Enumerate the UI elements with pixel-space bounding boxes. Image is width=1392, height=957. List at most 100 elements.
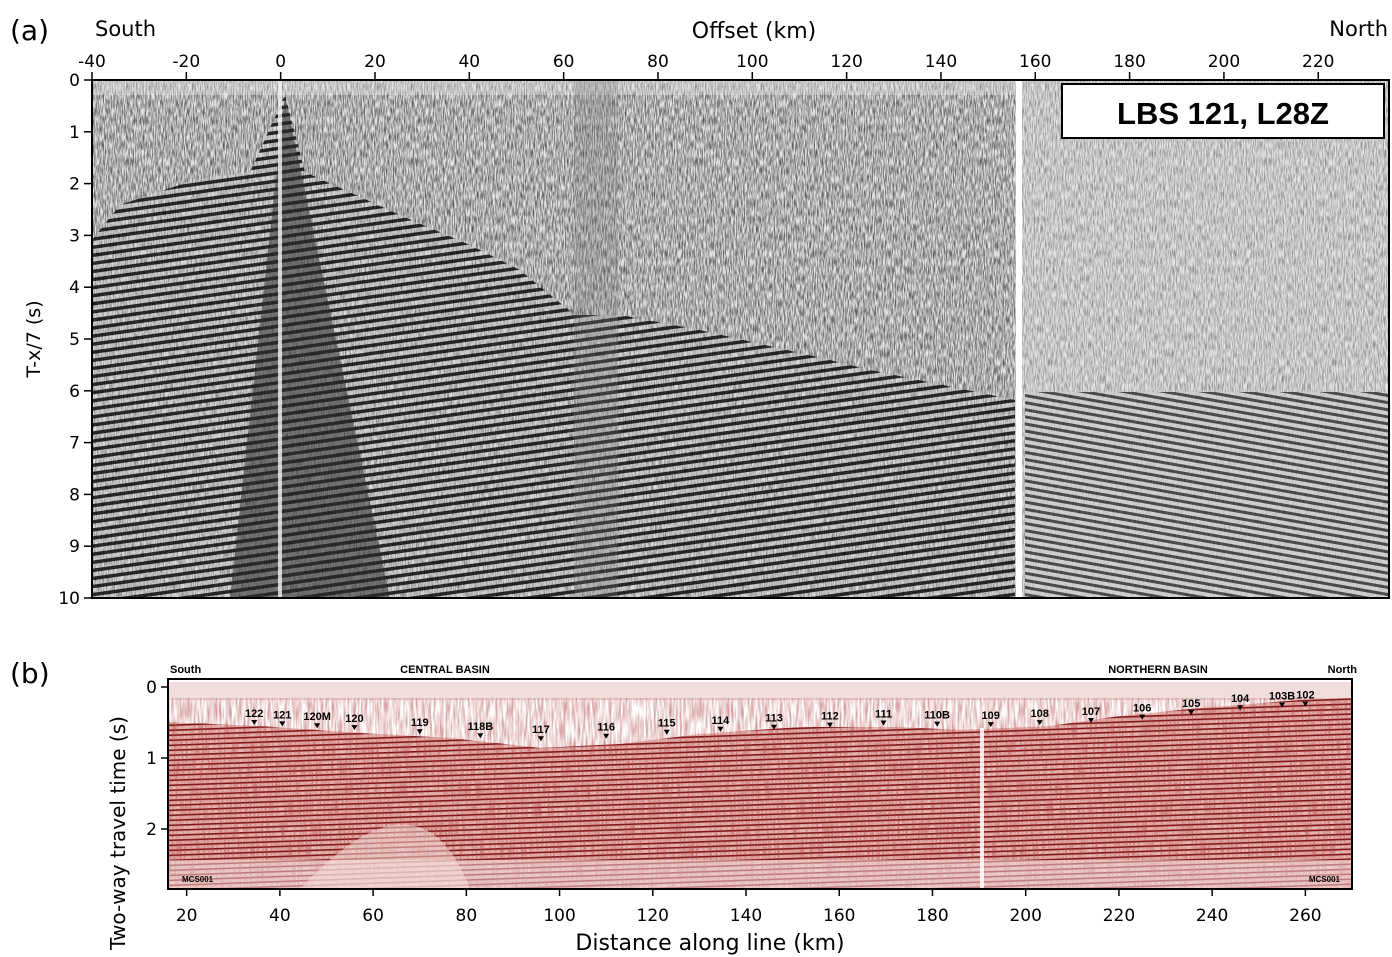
panel-a-y-ticks: 0 1 2 3 4 5 6 7 8 9 10 [58, 71, 92, 609]
panel-a-y-tick-label: 10 [58, 589, 80, 609]
obs-station-marker [537, 736, 544, 742]
obs-station-label: 120M [303, 711, 331, 723]
station-title: LBS 121, L28Z [1117, 96, 1329, 131]
panel-a-x-tick-label: 80 [647, 52, 669, 72]
obs-station-label: 120 [345, 713, 363, 725]
panel-a-x-title: Offset (km) [692, 19, 816, 44]
obs-station-label: 121 [273, 709, 291, 721]
panel-a-y-tick-label: 5 [69, 330, 80, 350]
panel-b-y-title: Two-way travel time (s) [106, 716, 130, 951]
seismic-record-section [92, 80, 1389, 598]
panel-b-y-tick-label: 0 [146, 678, 157, 698]
panel-a-y-tick-label: 1 [69, 123, 80, 143]
obs-station-marker [987, 722, 994, 728]
panel-a-x-tick-label: 60 [553, 52, 575, 72]
obs-station-label: 109 [982, 710, 1000, 722]
obs-station-marker [251, 719, 258, 725]
panel-a-y-tick-label: 0 [69, 71, 80, 91]
panel-a-x-tick-label: -20 [172, 52, 200, 72]
panel-a-y-tick-label: 8 [69, 485, 80, 505]
panel-a-x-tick-label: 220 [1302, 52, 1334, 72]
panel-b-x-tick-label: 140 [730, 906, 762, 926]
obs-station-marker [770, 724, 777, 730]
panel-a-x-tick-label: 0 [275, 52, 286, 72]
obs-station-label: 114 [712, 715, 731, 727]
panel-a-y-tick-label: 4 [69, 278, 80, 298]
obs-station-label: 110B [924, 710, 950, 722]
obs-station-label: 119 [411, 717, 429, 729]
panel-a-y-title: T-x/7 (s) [23, 300, 45, 378]
obs-station-marker [663, 729, 670, 735]
station-title-box [1061, 83, 1385, 139]
panel-b-frame [167, 678, 1353, 890]
obs-station-marker [1279, 702, 1286, 708]
seismic-reflection-profile [168, 679, 1352, 889]
panel-a-x-tick-label: -40 [78, 52, 106, 72]
panel-a-x-tick-label: 160 [1019, 52, 1051, 72]
obs-station-marker [1087, 718, 1094, 724]
line-id-left: MCS001 [182, 875, 214, 884]
obs-station-marker [477, 733, 484, 739]
panel-b-x-tick-label: 160 [823, 906, 855, 926]
obs-station-label: 116 [597, 722, 615, 734]
obs-station-label: 104 [1231, 693, 1250, 705]
obs-station-marker [826, 722, 833, 728]
panel-b-x-ticks: 20 40 60 80 100 120 140 160 180 200 220 240 260 [176, 889, 1322, 926]
obs-station-label: 107 [1082, 706, 1100, 718]
obs-station-marker [603, 733, 610, 739]
obs-station-marker [717, 726, 724, 732]
panel-b-x-title: Distance along line (km) [575, 931, 844, 956]
panel-b-y-tick-label: 2 [146, 820, 157, 840]
obs-station-marker [1302, 701, 1309, 707]
obs-station-label: 108 [1031, 708, 1049, 720]
panel-a-x-ticks: -40 -20 0 20 40 60 80 100 120 140 160 180 200 220 [78, 52, 1334, 80]
panel-a-label: (a) [10, 14, 49, 47]
panel-b-x-tick-label: 220 [1103, 906, 1135, 926]
panel-a-south-label: South [95, 17, 156, 41]
panel-b: (b) Two-way travel time (s) Distance alo… [10, 657, 1357, 956]
panel-a-y-tick-label: 9 [69, 537, 80, 557]
northern-basin-label: NORTHERN BASIN [1108, 664, 1208, 676]
panel-a-x-tick-label: 20 [364, 52, 386, 72]
panel-b-x-tick-label: 180 [916, 906, 948, 926]
obs-station-marker [314, 723, 321, 729]
obs-station-label: 118B [467, 721, 493, 733]
panel-a-x-tick-label: 40 [458, 52, 480, 72]
obs-station-label: 105 [1182, 698, 1200, 710]
panel-b-x-tick-label: 40 [269, 906, 291, 926]
obs-station-marker [351, 725, 358, 731]
obs-station-label: 103B [1269, 691, 1295, 703]
panel-b-x-tick-label: 20 [176, 906, 198, 926]
panel-b-north-label: North [1328, 664, 1358, 676]
panel-b-label: (b) [10, 657, 50, 690]
obs-station-label: 106 [1133, 703, 1151, 715]
panel-a-x-tick-label: 100 [736, 52, 768, 72]
obs-station-label: 115 [658, 718, 676, 730]
central-basin-label: CENTRAL BASIN [400, 664, 490, 676]
panel-a-x-tick-label: 180 [1113, 52, 1145, 72]
obs-station-marker [934, 721, 941, 727]
panel-b-x-tick-label: 100 [543, 906, 575, 926]
panel-a-north-label: North [1329, 17, 1388, 41]
panel-b-y-tick-label: 1 [146, 749, 157, 769]
obs-station-marker [416, 729, 423, 735]
obs-station-label: 122 [245, 708, 263, 720]
panel-a-y-tick-label: 7 [69, 434, 80, 454]
panel-b-x-tick-label: 260 [1289, 906, 1321, 926]
panel-a-x-tick-label: 140 [925, 52, 957, 72]
obs-station-label: 112 [821, 711, 839, 723]
obs-station-marker [1237, 705, 1244, 711]
obs-station-markers: 122 121 120M 120 119 118B 117 116 115 114 113 112 11… [245, 690, 1315, 742]
panel-b-x-tick-label: 240 [1196, 906, 1228, 926]
panel-a-y-tick-label: 3 [69, 226, 80, 246]
panel-b-x-tick-label: 200 [1009, 906, 1041, 926]
panel-a-y-tick-label: 2 [69, 175, 80, 195]
obs-station-label: 113 [765, 713, 783, 725]
panel-b-x-tick-label: 80 [456, 906, 478, 926]
panel-b-x-tick-label: 120 [637, 906, 669, 926]
panel-a-y-tick-label: 6 [69, 382, 80, 402]
panel-a-x-tick-label: 120 [830, 52, 862, 72]
panel-b-x-tick-label: 60 [362, 906, 384, 926]
obs-station-marker [880, 720, 887, 726]
panel-b-south-label: South [170, 664, 201, 676]
